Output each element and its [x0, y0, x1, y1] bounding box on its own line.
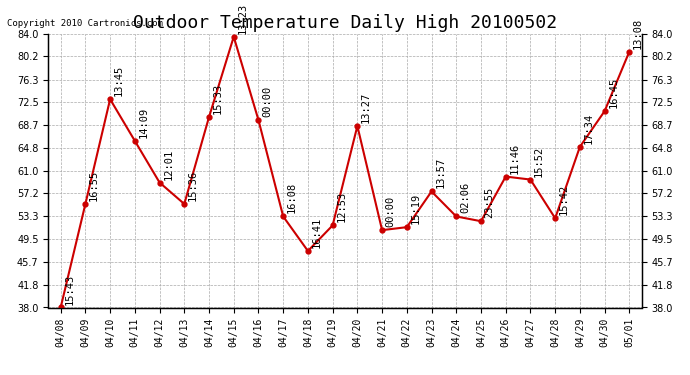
Text: 12:53: 12:53: [336, 191, 346, 222]
Text: 16:08: 16:08: [287, 182, 297, 213]
Text: 15:19: 15:19: [411, 193, 420, 224]
Text: 13:08: 13:08: [633, 17, 643, 49]
Text: 13:45: 13:45: [114, 65, 124, 96]
Text: 16:45: 16:45: [609, 77, 618, 108]
Text: 13:57: 13:57: [435, 157, 445, 189]
Text: 13:27: 13:27: [361, 92, 371, 123]
Text: 15:43: 15:43: [64, 273, 75, 304]
Text: 14:09: 14:09: [139, 106, 148, 138]
Text: 11:46: 11:46: [509, 142, 520, 174]
Text: 15:36: 15:36: [188, 170, 198, 201]
Title: Outdoor Temperature Daily High 20100502: Outdoor Temperature Daily High 20100502: [133, 14, 557, 32]
Text: 15:42: 15:42: [559, 184, 569, 215]
Text: Copyright 2010 Cartronics.com: Copyright 2010 Cartronics.com: [7, 19, 163, 28]
Text: 23:55: 23:55: [484, 187, 495, 218]
Text: 12:01: 12:01: [164, 148, 173, 180]
Text: 16:41: 16:41: [312, 217, 322, 248]
Text: 17:34: 17:34: [584, 112, 593, 144]
Text: 16:55: 16:55: [89, 170, 99, 201]
Text: 00:00: 00:00: [386, 196, 396, 227]
Text: 15:33: 15:33: [213, 83, 223, 114]
Text: 15:52: 15:52: [534, 146, 544, 177]
Text: 13:23: 13:23: [237, 3, 248, 34]
Text: 00:00: 00:00: [262, 86, 272, 117]
Text: 02:06: 02:06: [460, 182, 470, 213]
